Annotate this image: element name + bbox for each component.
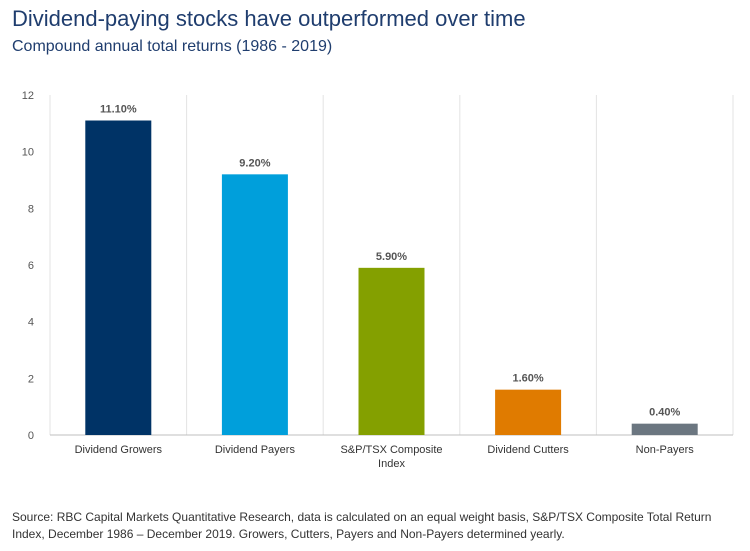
chart-subtitle: Compound annual total returns (1986 - 20… (12, 38, 333, 55)
bar-4 (631, 423, 698, 435)
source-note: Source: RBC Capital Markets Quantitative… (12, 510, 712, 541)
data-label: 1.60% (512, 373, 543, 385)
y-tick-label: 8 (28, 203, 34, 215)
x-tick-label: S&P/TSX Composite (340, 444, 442, 456)
x-tick-label: Non-Payers (636, 444, 695, 456)
data-label: 5.90% (376, 251, 407, 263)
x-tick-label: Dividend Payers (215, 444, 296, 456)
x-tick-label: Dividend Cutters (487, 444, 569, 456)
y-tick-label: 6 (28, 260, 34, 272)
data-label: 0.40% (649, 407, 680, 419)
data-label: 9.20% (239, 157, 270, 169)
bar-3 (495, 389, 562, 435)
y-tick-label: 10 (22, 147, 34, 159)
y-tick-label: 4 (28, 317, 34, 329)
x-tick-label: Dividend Growers (75, 444, 163, 456)
bar-2 (358, 267, 425, 435)
x-tick-label: Index (378, 458, 405, 470)
chart-title: Dividend-paying stocks have outperformed… (12, 6, 526, 31)
bar-1 (221, 174, 288, 436)
data-label: 11.10% (100, 104, 137, 116)
bar-0 (85, 120, 152, 435)
bar-chart: 0 2 4 6 8 10 12 11.10% Dividend Growers 9.20% Divi… (22, 90, 734, 470)
y-tick-label: 12 (22, 90, 34, 102)
y-tick-label: 2 (28, 373, 34, 385)
y-tick-label: 0 (28, 430, 34, 442)
